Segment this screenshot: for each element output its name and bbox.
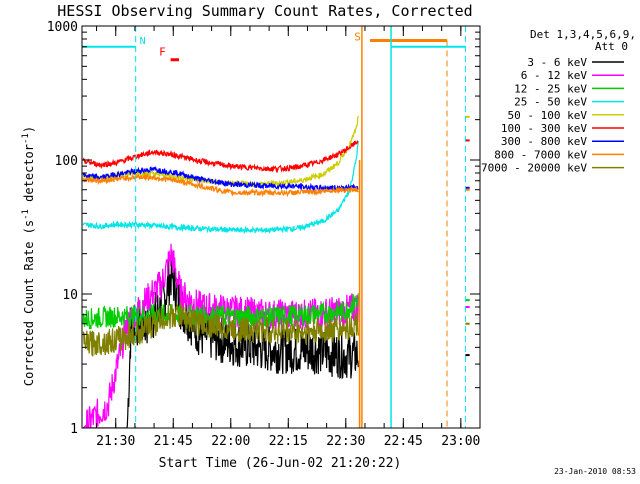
y-axis-label: Corrected Count Rate (s-1 detector-1) [21, 126, 36, 386]
x-tick-label: 22:15 [269, 434, 308, 449]
series-3-6kev [83, 251, 470, 428]
x-tick-label: 22:45 [384, 434, 423, 449]
y-tick-label: 10 [62, 288, 78, 303]
chart-title: HESSI Observing Summary Count Rates, Cor… [57, 2, 472, 20]
flag-f-label: F [159, 46, 166, 59]
legend-label: 50 - 100 keV [508, 109, 588, 122]
y-tick-label: 1000 [47, 20, 78, 35]
flag-s-label: S [354, 30, 361, 43]
series-100-300kev [82, 139, 470, 174]
series-line [83, 251, 359, 428]
legend-label: 300 - 800 keV [501, 135, 587, 148]
y-tick-label: 1 [70, 422, 78, 437]
series-300-800kev [82, 165, 470, 192]
axes: 1 10 100 1000 21:30 21:45 22:00 22:15 22:30 22:45… [47, 20, 481, 449]
legend-label: 100 - 300 keV [501, 122, 587, 135]
legend-label: 25 - 50 keV [514, 96, 587, 109]
x-tick-label: 21:30 [96, 434, 135, 449]
legend-label: 12 - 25 keV [514, 82, 587, 95]
legend-header-line1: Det 1,3,4,5,6,9, [530, 28, 636, 41]
series-line [82, 140, 359, 174]
legend-label: 3 - 6 keV [527, 56, 587, 69]
x-tick-label: 22:30 [326, 434, 365, 449]
series-line [82, 293, 359, 330]
x-tick-label: 22:00 [211, 434, 250, 449]
legend-label: 7000 - 20000 keV [481, 162, 587, 175]
series-line [82, 115, 359, 189]
x-axis-label: Start Time (26-Jun-02 21:20:22) [159, 456, 402, 471]
legend-label: 6 - 12 keV [521, 69, 588, 82]
legend-header-line2: Att 0 [595, 40, 628, 53]
series-12-25kev [82, 293, 470, 330]
legend-label: 800 - 7000 keV [494, 148, 587, 161]
series-line [82, 141, 359, 235]
plot-frame [81, 25, 481, 429]
series-6-12kev [82, 243, 470, 428]
series-7000-20000kev [82, 302, 470, 357]
footer-timestamp: 23-Jan-2010 08:53 [554, 467, 636, 476]
y-tick-label: 100 [55, 154, 78, 169]
flag-n-label: N [140, 36, 146, 47]
series-800-7000kev [82, 173, 470, 198]
series-line [82, 173, 359, 198]
x-tick-label: 23:00 [441, 434, 480, 449]
series-line [82, 302, 359, 357]
series-line [82, 165, 359, 192]
x-tick-label: 21:45 [154, 434, 193, 449]
plot-area: N F S [82, 26, 470, 428]
